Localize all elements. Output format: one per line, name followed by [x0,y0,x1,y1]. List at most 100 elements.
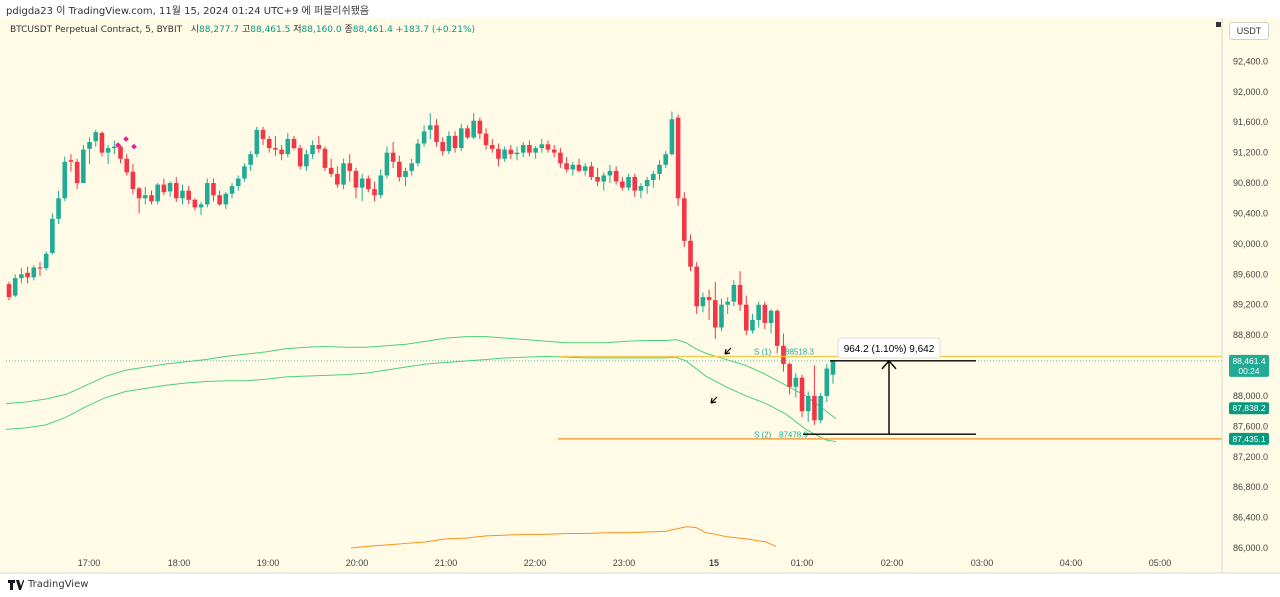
candle-body [124,158,130,173]
time-tick-label: 18:00 [168,558,191,568]
candle-body [397,161,402,177]
candle-body [762,304,768,323]
candle-body [706,297,712,301]
candle-body [688,240,693,267]
candle-body [539,144,545,149]
candle-body [551,149,557,153]
measure-label-box [837,337,941,359]
time-tick-label: 02:00 [881,558,904,568]
candle-body [719,304,724,328]
candle-body [620,181,625,188]
candle-body [558,152,563,164]
lower-band-line [5,355,837,443]
time-tick-label: 03:00 [971,558,994,568]
candle-body [50,218,55,254]
annotations: S (1) 88518.3 S (2) 87478.9 964.2 (1.10%) 9,… [6,136,1269,445]
candle-body [254,129,260,155]
candle-body [87,142,92,149]
candle-body [712,300,718,328]
price-tick-label: 86,800.0 [1233,482,1268,492]
candle-body [223,193,229,205]
candle-body [638,186,644,191]
pink-diamond-marker [123,136,129,142]
candle-body [409,163,415,171]
axes: 92,800.092,400.092,000.091,600.091,200.0… [0,18,1280,574]
measure-label: 964.2 (1.10%) 9,642 [844,344,935,355]
price-tick-label: 89,200.0 [1233,300,1268,310]
candle-body [805,395,811,412]
candle-body [143,195,148,199]
candle-body [725,301,730,305]
time-tick-label: 20:00 [346,558,369,568]
candle-body [19,274,24,279]
bands [5,336,837,549]
last-price-tag-countdown: 00:24 [1238,366,1260,376]
candle-body [93,132,99,142]
candle-body [248,154,253,165]
candle-body [452,135,458,149]
currency-button[interactable]: USDT [1229,22,1269,40]
time-tick-label: 23:00 [613,558,636,568]
candle-body [204,183,210,205]
candle-body [359,178,365,188]
candle-body [750,319,755,331]
candle-body [595,176,600,182]
last-price-tag [1229,354,1269,377]
candle-body [384,152,390,176]
candle-body [310,145,315,155]
candle-body [446,135,452,152]
candle-body [180,190,185,199]
candle-body [483,133,489,146]
pink-diamond-marker [115,142,121,148]
candle-body [477,120,483,134]
candle-body [651,173,656,181]
candle-body [279,149,284,155]
candle-body [322,148,328,168]
time-tick-label: 21:00 [435,558,458,568]
candle-body [465,128,470,138]
price-tick-label: 88,000.0 [1233,391,1268,401]
candle-body [781,345,786,365]
chart-area[interactable] [0,18,1280,573]
candle-body [304,154,309,167]
candle-body [694,266,699,307]
time-tick-label: 22:00 [524,558,547,568]
level-tag-1 [1229,402,1269,415]
high-label: 고 [241,25,251,35]
publish-info: pdigda23 이 TradingView.com, 11월 15, 2024… [6,6,370,17]
candle-body [335,173,340,185]
candle-body [242,166,247,179]
candle-body [737,284,743,305]
candle-body [682,198,687,241]
candle-body [830,360,836,375]
candle-body [743,304,749,331]
candle-body [347,163,353,171]
time-tick-label: 04:00 [1060,558,1083,568]
candle-body [824,368,830,396]
candle-body [118,146,123,159]
candle-body [291,138,297,149]
candle-body [818,395,823,421]
low-label: 저 [293,25,302,35]
candle-body [496,148,501,159]
candle-body [644,180,650,187]
candle-body [508,149,514,155]
price-tick-label: 91,200.0 [1233,148,1268,158]
price-tick-label: 90,000.0 [1233,239,1268,249]
tradingview-text: TradingView [28,579,89,590]
square-icon[interactable] [1216,22,1221,27]
candle-body [799,377,805,412]
arrow-marker-icon [710,396,718,404]
candle-body [378,175,384,196]
candle-body [217,195,222,205]
candle-body [669,119,675,155]
orange-indicator-line [350,526,777,549]
tradingview-logo: TradingView [8,579,88,590]
candle-body [105,148,111,153]
candle-body [285,138,291,155]
time-tick-label: 01:00 [791,558,814,568]
close-label: 종 [344,25,353,35]
time-tick-label: 05:00 [1149,558,1172,568]
candle-body [81,149,86,184]
